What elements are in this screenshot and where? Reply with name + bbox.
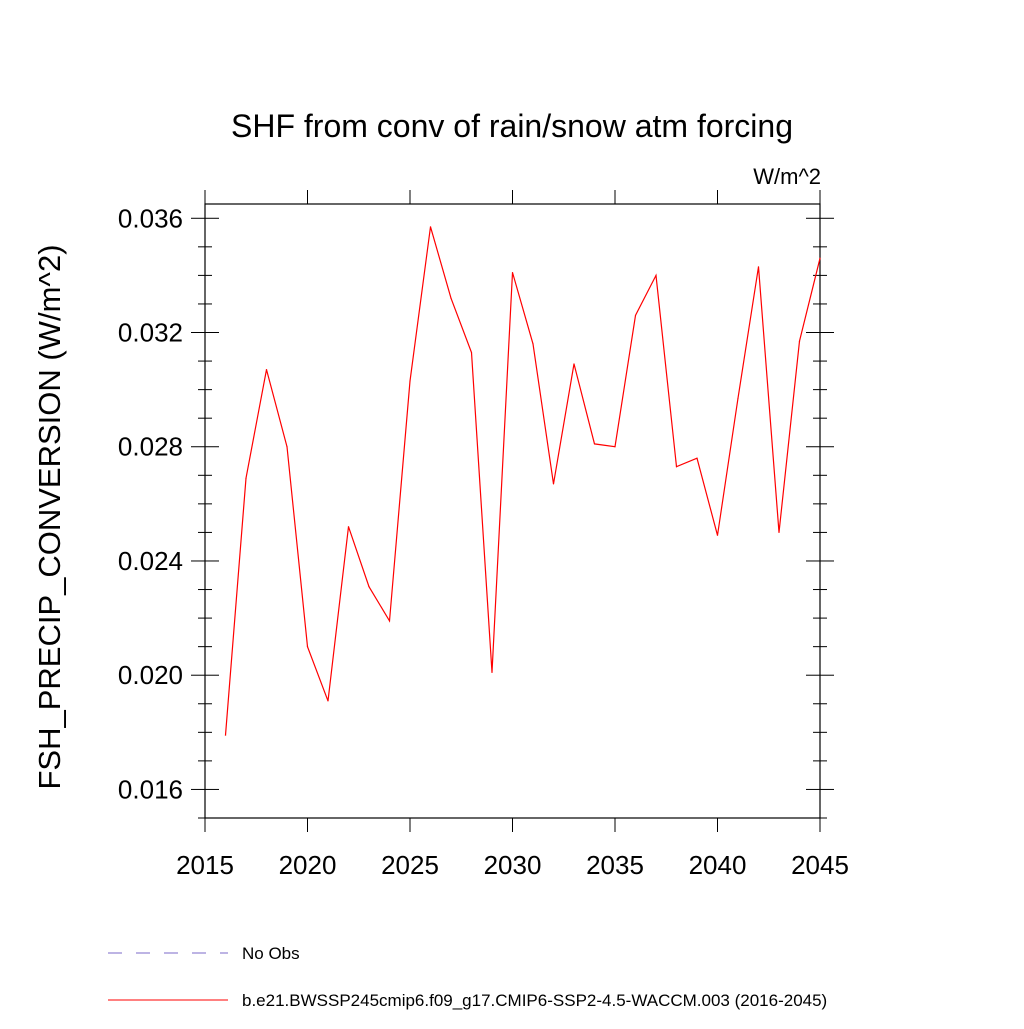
data-point: [286, 446, 288, 448]
y-tick-label: 0.028: [118, 432, 183, 462]
units-label: W/m^2: [753, 164, 821, 189]
legend: No Obs b.e21.BWSSP245cmip6.f09_g17.CMIP6…: [108, 944, 827, 1010]
data-point: [819, 257, 821, 259]
series-layer: [224, 226, 821, 736]
series-line: [224, 226, 821, 736]
data-point: [737, 397, 739, 399]
y-tick-label: 0.032: [118, 318, 183, 348]
plot-frame: [204, 203, 821, 819]
data-point: [634, 314, 637, 316]
data-point: [593, 443, 596, 445]
y-ticks: 0.016 0.020 0.024 0.028 0.032 0.036: [118, 203, 834, 819]
data-point: [511, 271, 514, 274]
data-point: [778, 531, 780, 534]
data-point: [491, 671, 493, 673]
data-point: [224, 734, 227, 736]
y-tick-label: 0.020: [118, 660, 183, 690]
legend-label-series: b.e21.BWSSP245cmip6.f09_g17.CMIP6-SSP2-4…: [242, 991, 827, 1010]
x-tick-label: 2045: [791, 850, 849, 880]
data-point: [552, 483, 555, 485]
chart-title: SHF from conv of rain/snow atm forcing: [231, 108, 793, 144]
data-point: [798, 340, 801, 342]
legend-label-no-obs: No Obs: [242, 944, 300, 963]
data-point: [327, 700, 329, 702]
data-point: [696, 457, 698, 459]
x-ticks: 2015 2020 2025 2030 2035 2040 2045: [176, 190, 849, 880]
data-point: [347, 526, 350, 528]
data-point: [675, 466, 678, 468]
x-tick-label: 2025: [381, 850, 439, 880]
y-axis-label: FSH_PRECIP_CONVERSION (W/m^2): [32, 244, 67, 789]
data-point: [409, 380, 411, 382]
data-point: [388, 620, 391, 622]
x-tick-label: 2015: [176, 850, 234, 880]
y-tick-label: 0.036: [118, 203, 183, 233]
data-point: [470, 351, 473, 354]
data-point: [245, 477, 247, 479]
x-tick-label: 2020: [279, 850, 337, 880]
data-point: [265, 369, 268, 371]
y-tick-label: 0.024: [118, 546, 183, 576]
data-point: [429, 226, 432, 228]
data-point: [716, 534, 719, 536]
y-tick-label: 0.016: [118, 774, 183, 804]
data-point: [368, 586, 370, 588]
x-tick-label: 2035: [586, 850, 644, 880]
data-point: [614, 446, 616, 448]
data-point: [532, 343, 534, 345]
data-point: [450, 297, 452, 299]
data-point: [306, 646, 309, 648]
data-point: [757, 266, 760, 268]
data-point: [573, 363, 575, 365]
x-tick-label: 2040: [689, 850, 747, 880]
x-tick-label: 2030: [484, 850, 542, 880]
data-point: [655, 274, 657, 276]
